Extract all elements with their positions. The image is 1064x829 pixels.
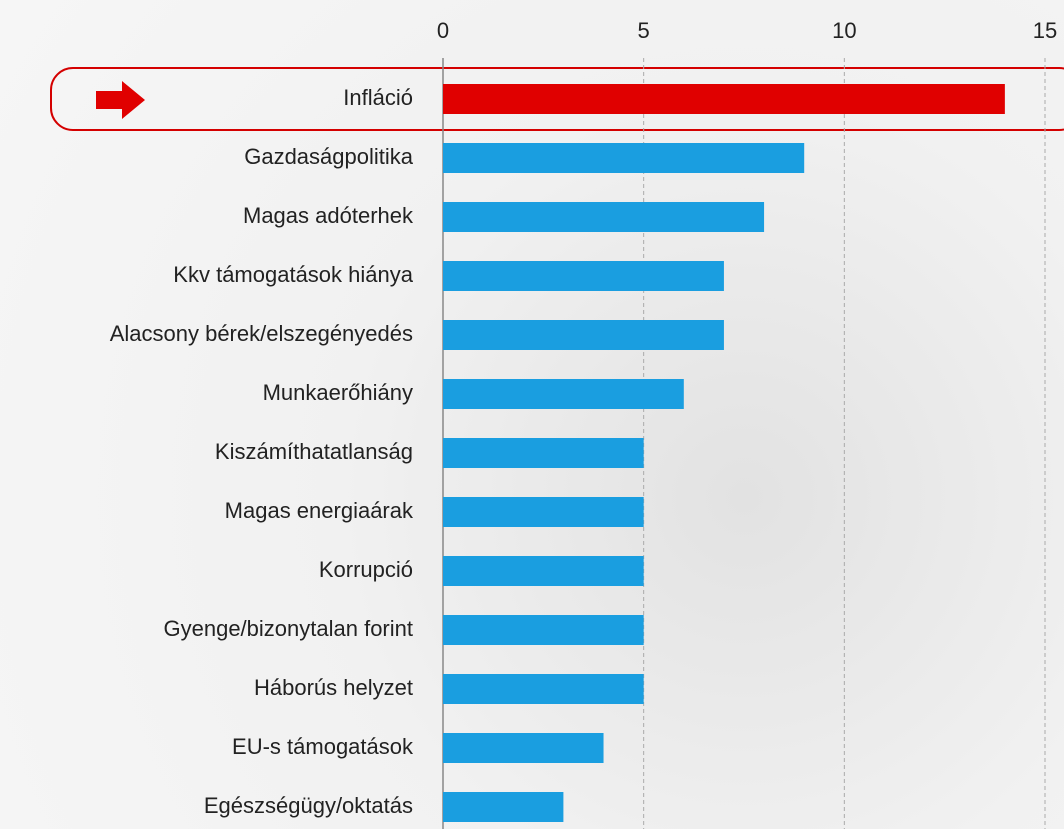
x-tick-label: 5 — [638, 18, 650, 43]
bar — [443, 497, 644, 527]
bar — [443, 84, 1005, 114]
x-tick-label: 0 — [437, 18, 449, 43]
x-tick-label: 10 — [832, 18, 856, 43]
highlight-box — [50, 67, 1064, 131]
y-tick-label: Kkv támogatások hiánya — [173, 262, 413, 287]
bar — [443, 792, 564, 822]
y-tick-label: Munkaerőhiány — [263, 380, 413, 405]
y-tick-label: Gazdaságpolitika — [244, 144, 414, 169]
bar — [443, 556, 644, 586]
y-tick-label: Egészségügy/oktatás — [204, 793, 413, 818]
y-tick-label: Infláció — [343, 85, 413, 110]
y-tick-label: Alacsony bérek/elszegényedés — [110, 321, 413, 346]
highlight-arrow — [96, 81, 145, 119]
y-tick-label: Magas adóterhek — [243, 203, 414, 228]
bar — [443, 143, 805, 173]
y-tick-label: EU-s támogatások — [232, 734, 414, 759]
bar — [443, 615, 644, 645]
bar — [443, 733, 604, 763]
x-tick-label: 15 — [1033, 18, 1057, 43]
bar — [443, 379, 684, 409]
bar — [443, 202, 765, 232]
bar — [443, 320, 724, 350]
y-tick-label: Kiszámíthatatlanság — [215, 439, 413, 464]
y-tick-label: Korrupció — [319, 557, 413, 582]
bar — [443, 261, 724, 291]
y-tick-label: Magas energiaárak — [225, 498, 414, 523]
bar — [443, 438, 644, 468]
bar — [443, 674, 644, 704]
y-tick-label: Gyenge/bizonytalan forint — [164, 616, 414, 641]
y-tick-label: Háborús helyzet — [254, 675, 413, 700]
